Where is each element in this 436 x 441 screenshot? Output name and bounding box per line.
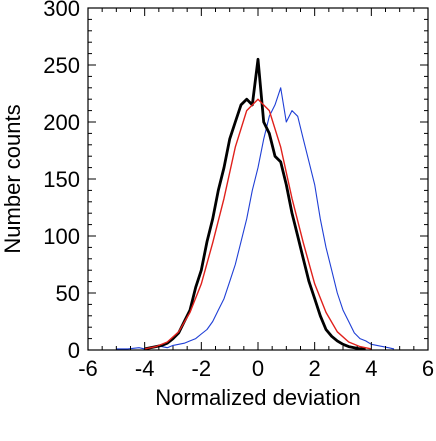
series-line-1	[116, 87, 395, 350]
x-axis-label: Normalized deviation	[155, 385, 360, 410]
y-tick-label: 100	[43, 224, 80, 249]
ticks-layer	[87, 7, 429, 351]
x-tick-label: -2	[192, 356, 212, 381]
y-tick-label: 0	[68, 338, 80, 363]
x-tick-label: 4	[365, 356, 377, 381]
x-tick-label: 6	[422, 356, 434, 381]
y-tick-label: 150	[43, 167, 80, 192]
y-tick-label: 250	[43, 53, 80, 78]
series-line-3	[144, 98, 372, 350]
tick-labels: -6 -4 -2 0 2 4 6 0 50 100 150 200 250 300	[43, 0, 434, 381]
y-tick-label: 200	[43, 110, 80, 135]
x-tick-label: 2	[309, 356, 321, 381]
x-tick-label: -6	[78, 356, 98, 381]
y-axis-label: Number counts	[0, 104, 25, 253]
x-tick-label: 0	[252, 356, 264, 381]
x-tick-label: -4	[135, 356, 155, 381]
y-tick-label: 50	[56, 281, 80, 306]
series-layer	[116, 57, 395, 351]
y-tick-label: 300	[43, 0, 80, 21]
